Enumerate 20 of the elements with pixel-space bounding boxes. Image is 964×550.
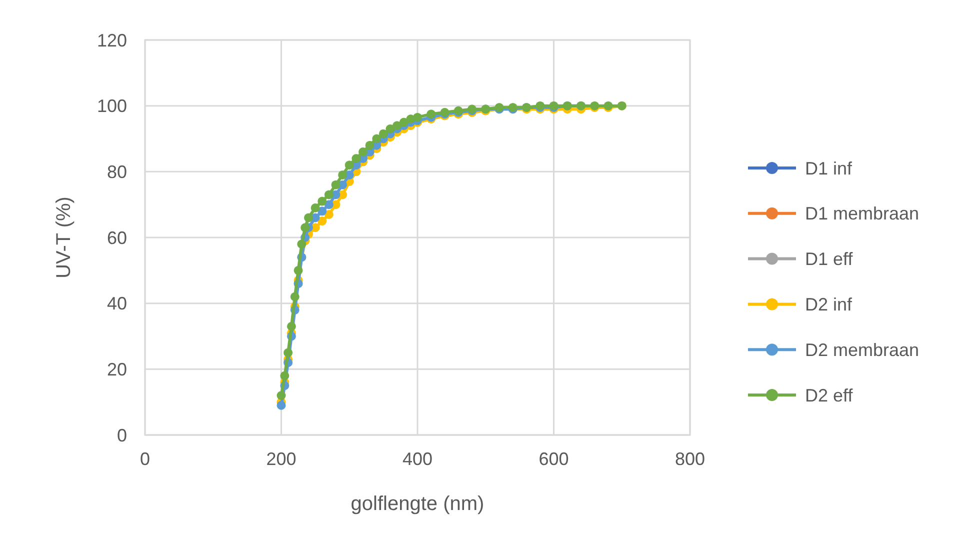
y-tick-label: 20 (106, 359, 127, 380)
y-tick-label: 0 (116, 425, 127, 446)
x-axis-title: golflengte (nm) (350, 493, 484, 515)
legend-label: D2 eff (805, 385, 854, 406)
y-tick-label: 80 (106, 162, 127, 182)
legend-label: D1 eff (805, 249, 854, 270)
y-tick-label: 40 (106, 294, 127, 314)
legend-label: D2 membraan (805, 340, 920, 360)
legend-label: D1 membraan (805, 204, 920, 224)
x-tick-label: 200 (266, 449, 296, 469)
y-axis-title: UV-T (%) (53, 196, 75, 278)
x-tick-label: 0 (140, 449, 150, 469)
x-tick-label: 800 (674, 449, 706, 469)
legend-label: D1 inf (805, 158, 854, 178)
legend-label: D2 inf (805, 294, 854, 314)
y-tick-label: 120 (96, 30, 127, 50)
y-tick-label: 100 (96, 96, 127, 116)
x-tick-label: 600 (538, 449, 569, 469)
y-tick-label: 60 (106, 228, 127, 248)
x-tick-label: 400 (402, 449, 433, 469)
